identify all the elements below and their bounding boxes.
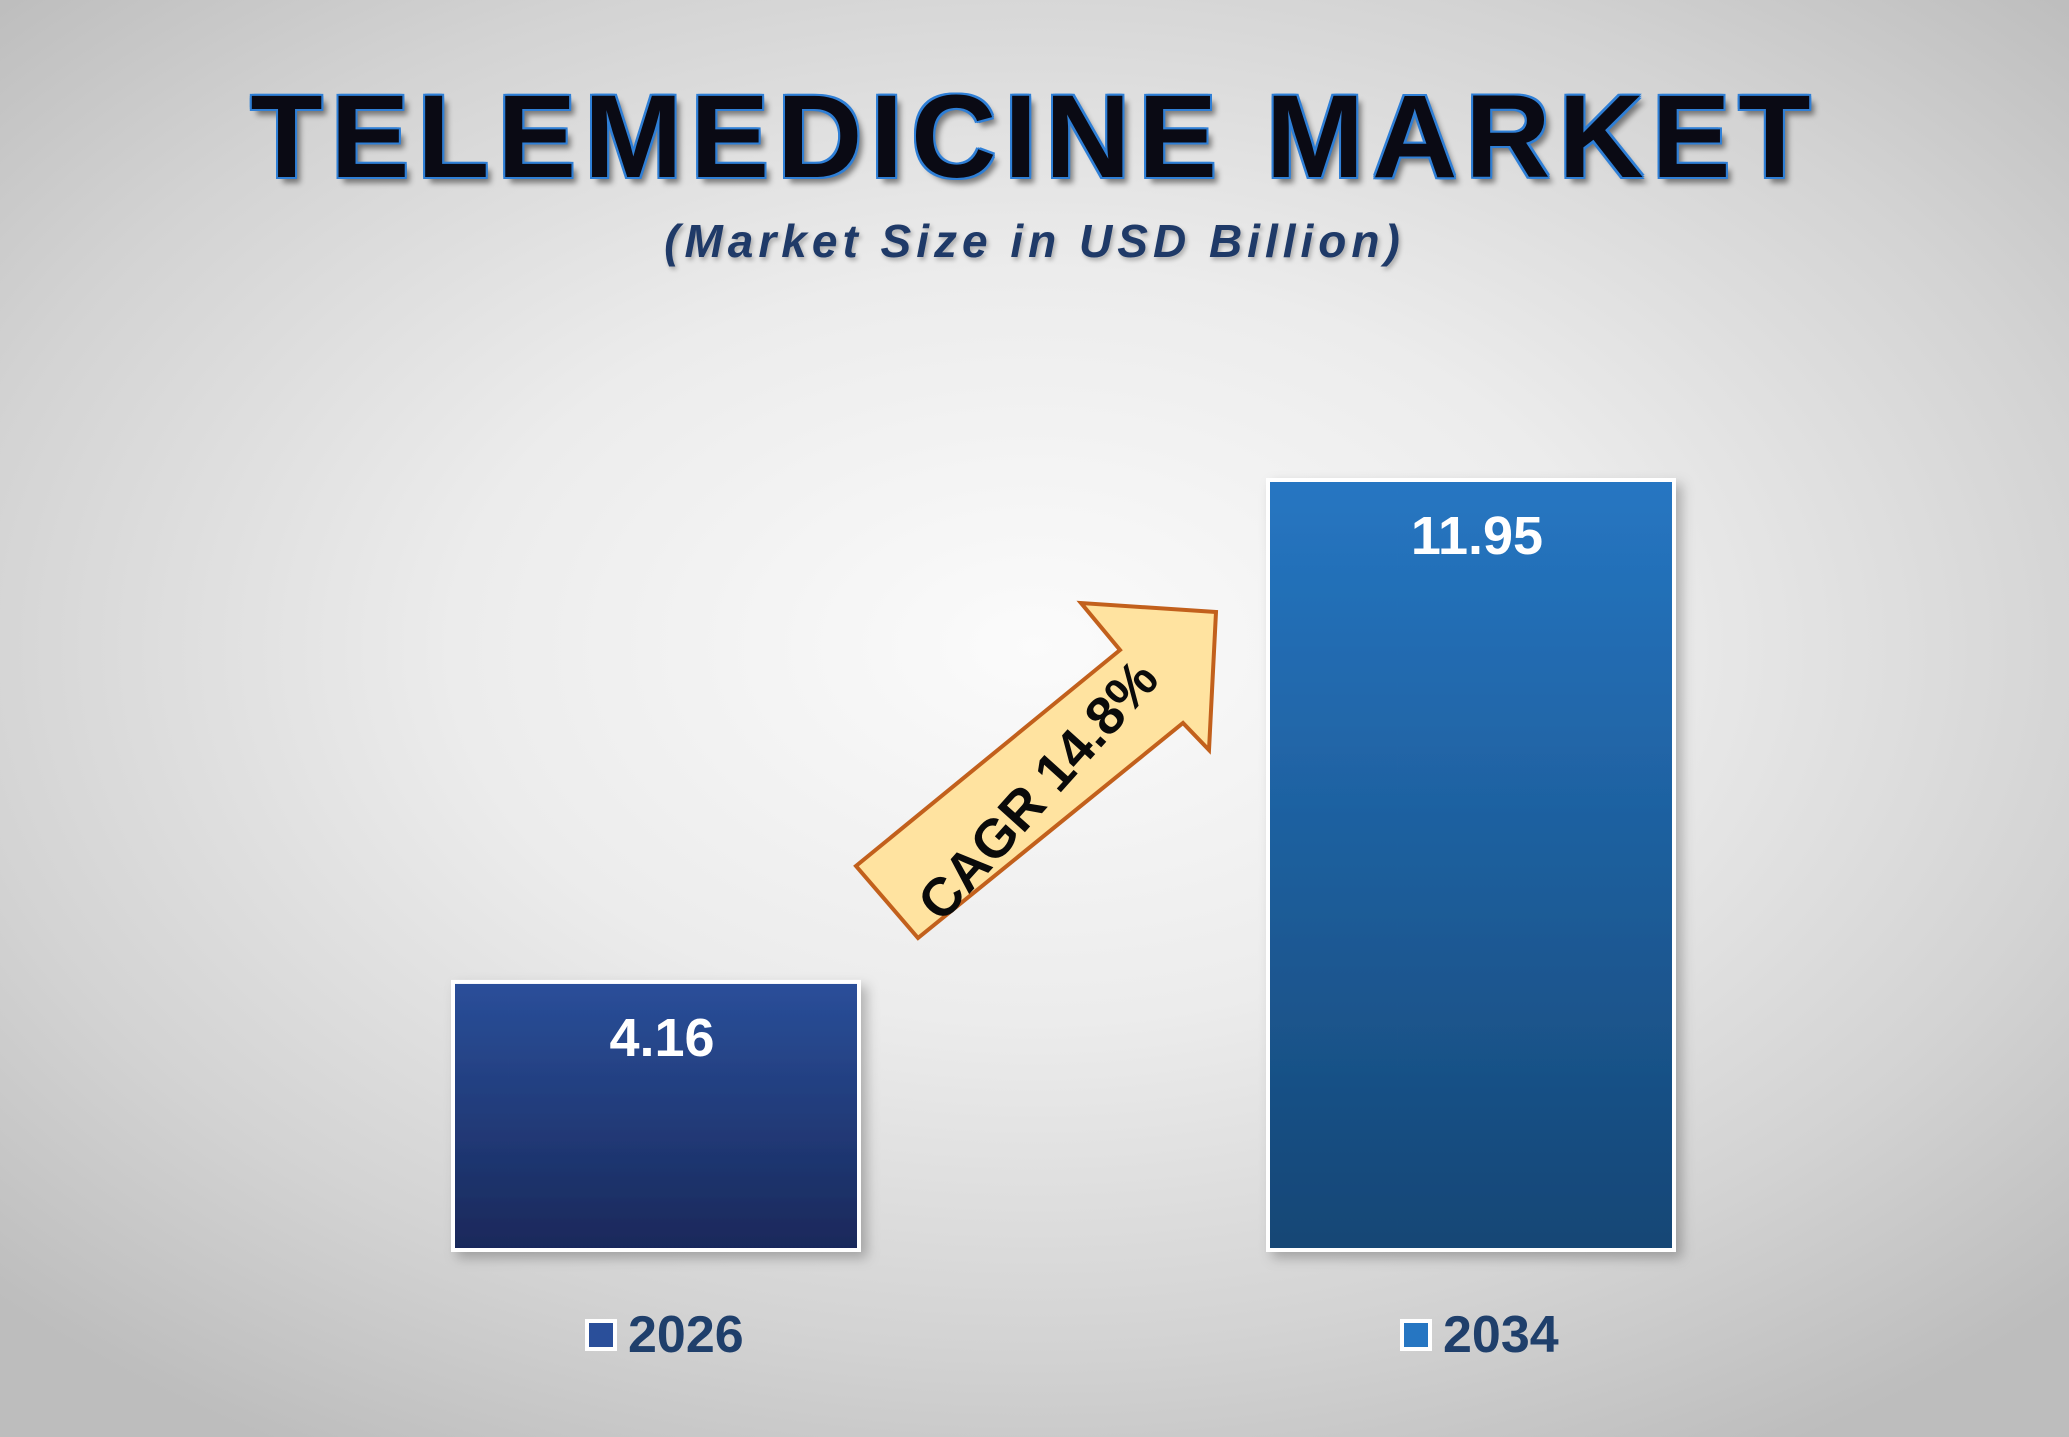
legend-label-2034: 2034: [1443, 1306, 1559, 1364]
chart-title: TELEMEDICINE MARKET: [250, 71, 1819, 203]
legend: 2026 2034: [585, 1306, 1559, 1364]
bar-2026: [451, 979, 861, 1252]
legend-swatch-2026: [585, 1319, 617, 1351]
value-label-2026: 4.16: [609, 1008, 714, 1068]
legend-label-2026: 2026: [628, 1306, 744, 1364]
cagr-arrow: CAGR 14.8%: [853, 600, 1219, 941]
bar-2034: [1266, 478, 1676, 1252]
bars-layer: 4.16 11.95: [451, 478, 1676, 1252]
legend-swatch-2034: [1400, 1319, 1432, 1351]
cagr-arrow-shape: [853, 600, 1219, 941]
value-label-2034: 11.95: [1411, 506, 1543, 566]
chart-subtitle: (Market Size in USD Billion): [664, 215, 1405, 267]
